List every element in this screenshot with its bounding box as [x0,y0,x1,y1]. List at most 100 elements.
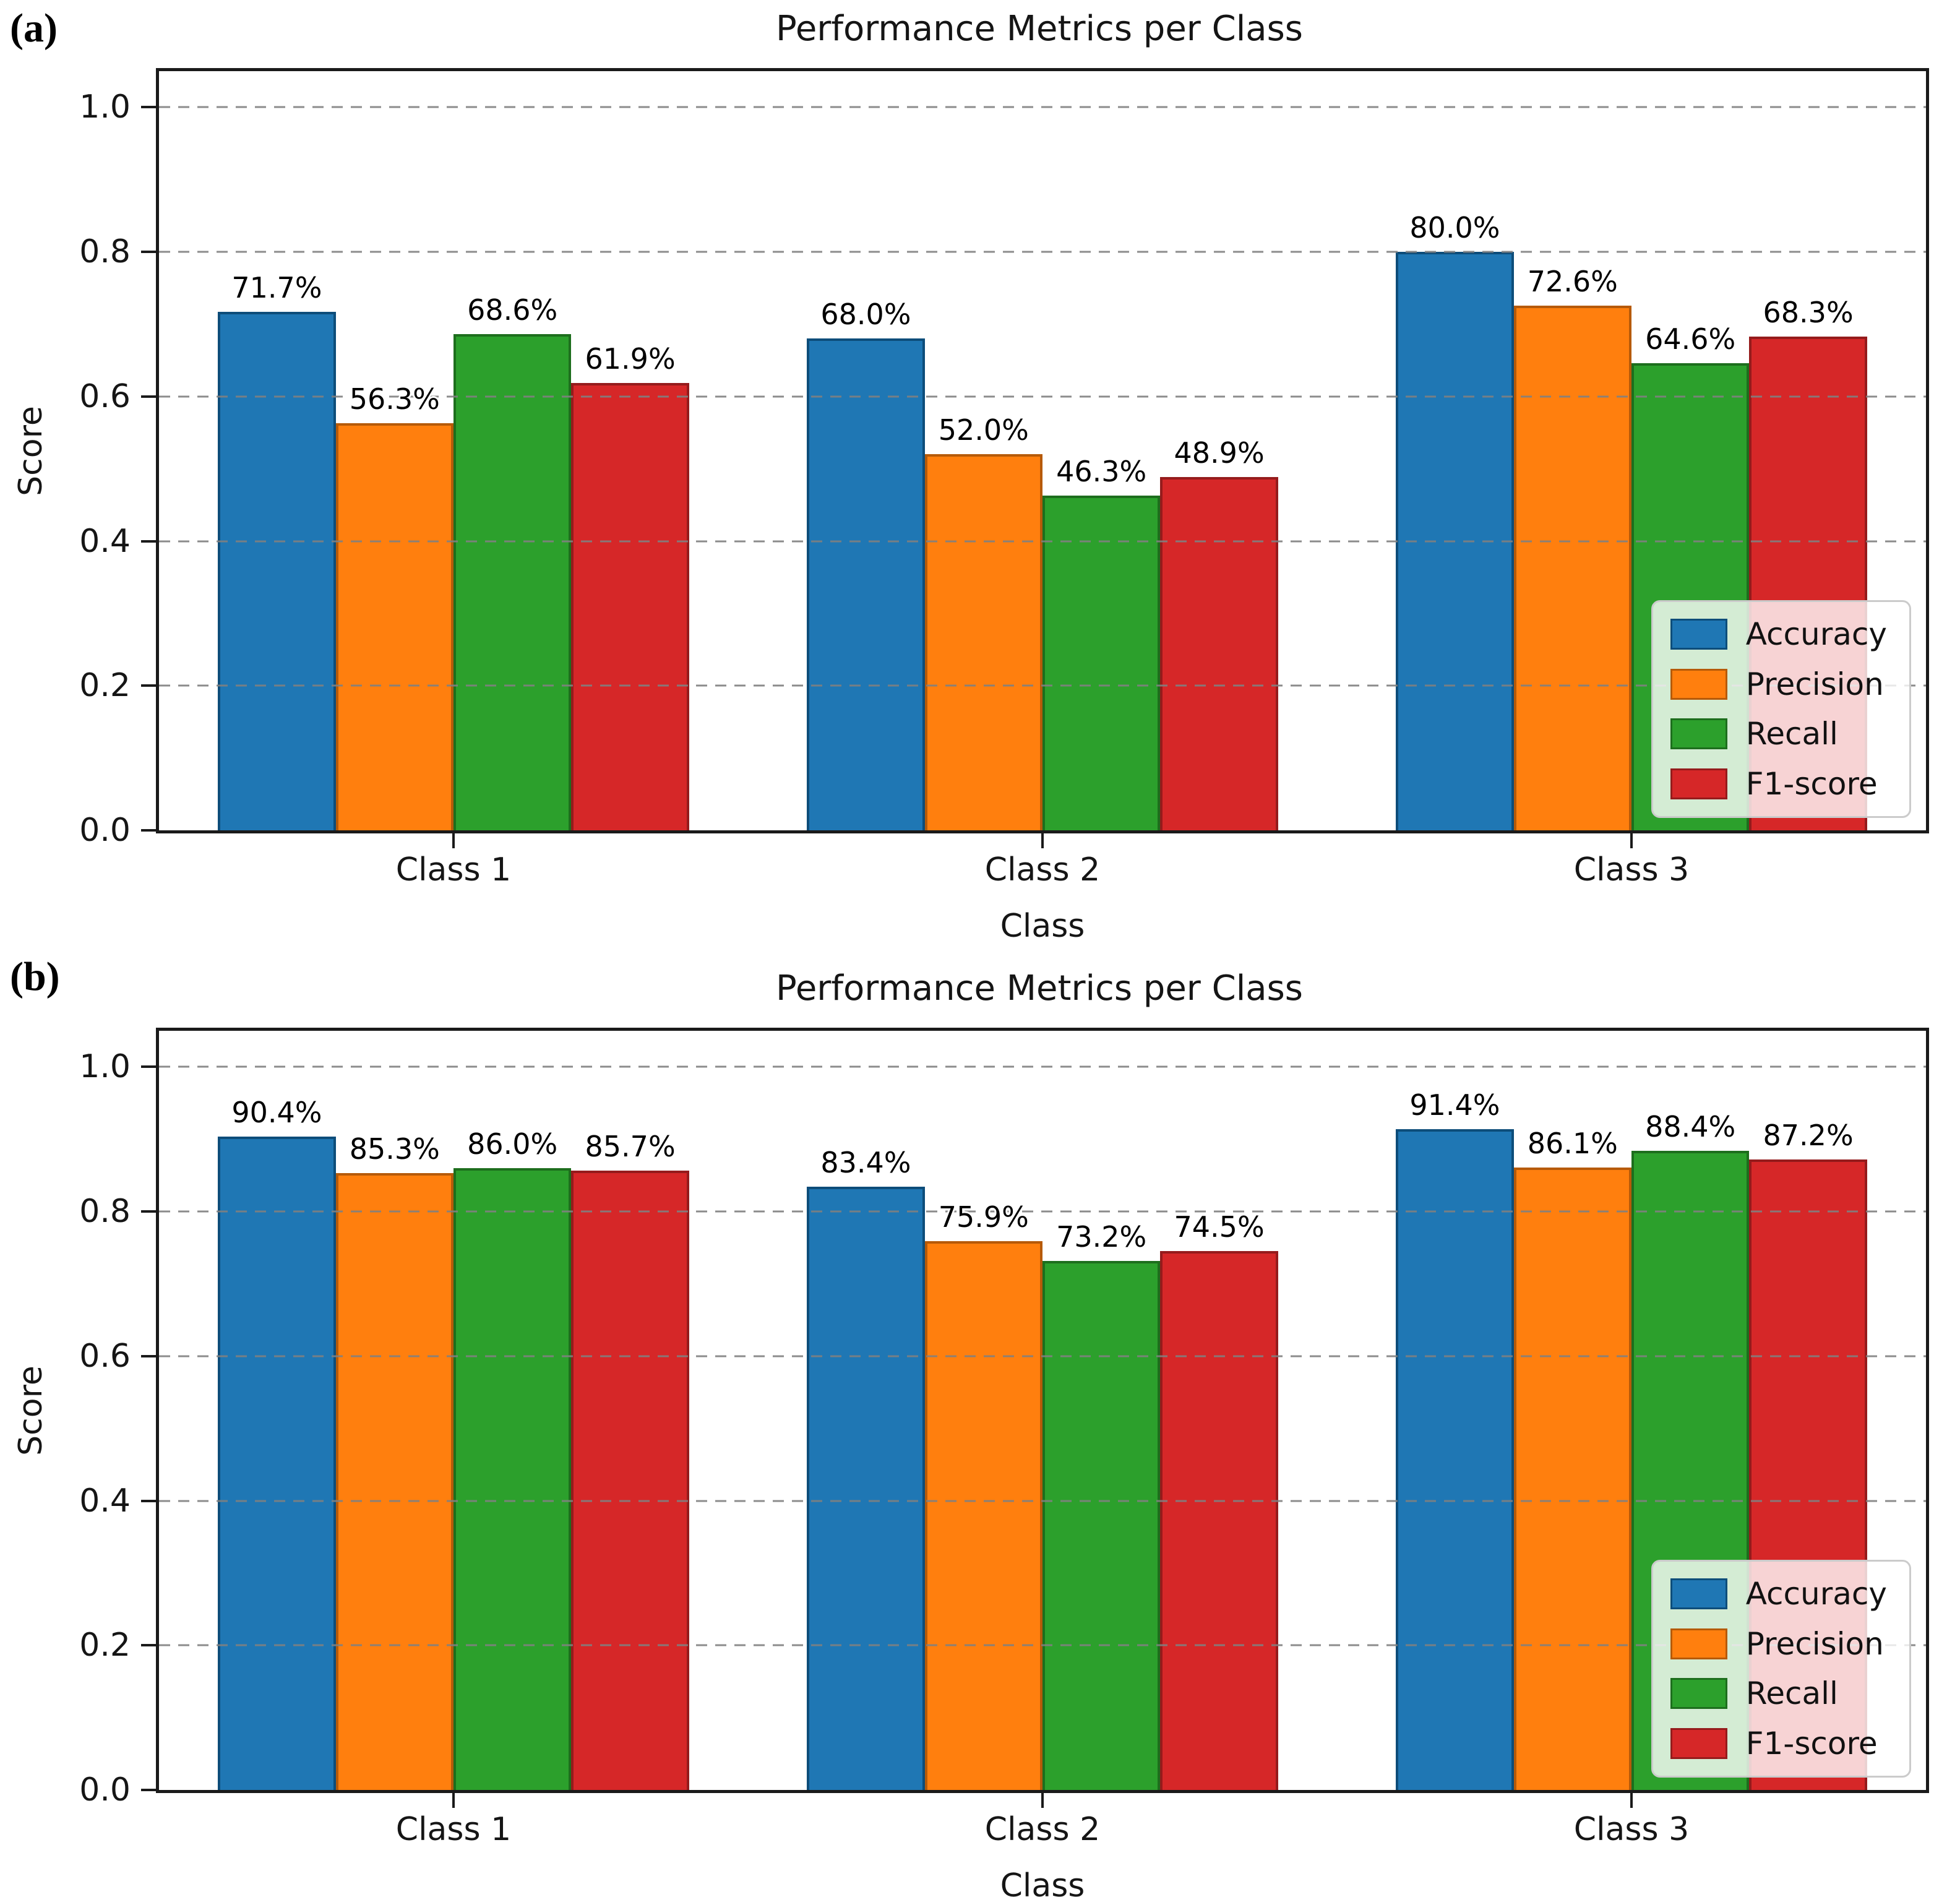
bar-value-recall-class-2: 73.2% [1056,1220,1147,1254]
bar-value-recall-class-3: 64.6% [1645,322,1736,356]
bar-value-precision-class-2: 75.9% [938,1200,1029,1234]
legend-swatch-accuracy [1670,1578,1727,1610]
bar-accuracy-class-2 [807,338,925,830]
bar-value-accuracy-class-2: 68.0% [820,298,911,332]
bar-value-f1-score-class-2: 74.5% [1174,1210,1265,1244]
gridline-0.4 [159,1500,1926,1502]
y-tick-mark-0.4 [141,1499,156,1502]
y-tick-mark-1.0 [141,106,156,109]
legend-label-precision: Precision [1745,1625,1884,1662]
legend-label-accuracy: Accuracy [1745,1576,1887,1612]
bar-value-recall-class-3: 88.4% [1645,1109,1736,1143]
legend-item-accuracy: Accuracy [1670,1578,1887,1611]
gridline-1.0 [159,106,1926,108]
bar-value-f1-score-class-3: 87.2% [1763,1119,1854,1153]
x-axis-label-b: Class [1000,1867,1085,1897]
gridline-0.6 [159,395,1926,398]
legend-label-f1-score: F1-score [1745,1725,1878,1762]
bar-value-accuracy-class-3: 80.0% [1409,211,1500,245]
bar-value-f1-score-class-3: 68.3% [1763,295,1854,329]
legend-label-recall: Recall [1745,716,1838,752]
panel-a: (a) Performance Metrics per Class Score … [0,0,1960,948]
legend-label-f1-score: F1-score [1745,765,1878,802]
bar-value-precision-class-1: 85.3% [349,1132,440,1166]
legend-swatch-f1-score [1670,1727,1727,1759]
y-tick-label-0.6: 0.6 [79,377,131,415]
bar-value-precision-class-3: 72.6% [1527,264,1618,298]
bar-value-precision-class-2: 52.0% [938,413,1029,447]
y-tick-mark-0.8 [141,1210,156,1213]
bar-recall-class-2 [1042,495,1161,830]
gridline-0.4 [159,540,1926,543]
x-tick-label-class-3: Class 3 [1573,1811,1690,1848]
gridline-0.8 [159,1210,1926,1213]
legend-label-precision: Precision [1745,666,1884,702]
legend-swatch-precision [1670,1628,1727,1659]
panel-b: (b) Performance Metrics per Class Score … [0,948,1960,1897]
x-axis-label-a: Class [1000,908,1085,945]
bar-value-f1-score-class-1: 85.7% [585,1129,676,1163]
bar-precision-class-2 [924,454,1042,830]
legend: Accuracy Precision Recall F1-score [1651,600,1911,818]
x-tick-mark-class-3 [1630,1793,1633,1808]
bar-f1-score-class-1 [571,1170,689,1790]
y-tick-mark-0.8 [141,251,156,254]
y-tick-mark-0.4 [141,540,156,543]
bar-value-recall-class-2: 46.3% [1056,454,1147,488]
gridline-0.8 [159,251,1926,253]
x-tick-mark-class-2 [1041,1793,1044,1808]
bar-value-recall-class-1: 68.6% [467,293,558,327]
legend-label-recall: Recall [1745,1675,1838,1711]
bar-f1-score-class-2 [1160,476,1278,830]
gridline-0.2 [159,1644,1926,1646]
y-tick-mark-0.0 [141,829,156,832]
bar-precision-class-3 [1513,1167,1631,1790]
gridline-0.2 [159,684,1926,687]
y-tick-label-0.0: 0.0 [79,1771,131,1809]
y-tick-label-0.6: 0.6 [79,1337,131,1375]
bar-precision-class-3 [1513,305,1631,830]
panel-b-letter: (b) [10,954,60,999]
x-tick-mark-class-1 [452,833,455,848]
legend-item-f1-score: F1-score [1670,765,1887,802]
y-tick-label-1.0: 1.0 [79,88,131,126]
legend-item-precision: Precision [1670,668,1887,701]
bar-value-f1-score-class-2: 48.9% [1174,436,1265,470]
legend-swatch-recall [1670,718,1727,750]
x-tick-label-class-2: Class 2 [984,851,1101,888]
plot-area-a: Score Class 0.0 0.2 0.4 0.6 0.8 1.0 Class 1 Cla… [12,68,1929,945]
gridline-0.6 [159,1355,1926,1357]
bar-f1-score-class-2 [1160,1251,1278,1790]
plot-area-b: Score Class 0.0 0.2 0.4 0.6 0.8 1.0 Class 1 Cla… [12,1028,1929,1897]
legend-swatch-f1-score [1670,768,1727,799]
legend-item-recall: Recall [1670,1677,1887,1710]
x-tick-label-class-3: Class 3 [1573,851,1690,888]
y-axis-label-a: Score [12,405,49,496]
bar-value-accuracy-class-2: 83.4% [820,1146,911,1180]
chart-title-a: Performance Metrics per Class [776,9,1303,49]
y-tick-label-1.0: 1.0 [79,1048,131,1086]
bar-value-recall-class-1: 86.0% [467,1127,558,1161]
x-tick-mark-class-1 [452,1793,455,1808]
bar-value-accuracy-class-1: 71.7% [231,271,322,305]
bar-recall-class-1 [453,334,572,830]
bar-precision-class-2 [924,1241,1042,1790]
chart-title-b: Performance Metrics per Class [776,968,1303,1009]
y-tick-label-0.4: 0.4 [79,1482,131,1520]
y-tick-mark-1.0 [141,1065,156,1069]
y-tick-mark-0.0 [141,1789,156,1791]
legend-item-accuracy: Accuracy [1670,618,1887,651]
y-tick-mark-0.6 [141,1354,156,1357]
legend-swatch-accuracy [1670,619,1727,650]
bar-value-f1-score-class-1: 61.9% [585,342,676,376]
y-tick-label-0.2: 0.2 [79,667,131,705]
legend-label-accuracy: Accuracy [1745,616,1887,652]
bar-recall-class-2 [1042,1260,1161,1790]
bar-accuracy-class-2 [807,1187,925,1790]
y-tick-label-0.4: 0.4 [79,522,131,560]
bar-accuracy-class-1 [218,1136,336,1790]
x-tick-mark-class-2 [1041,833,1044,848]
bar-value-precision-class-1: 56.3% [349,382,440,416]
legend-swatch-precision [1670,668,1727,700]
